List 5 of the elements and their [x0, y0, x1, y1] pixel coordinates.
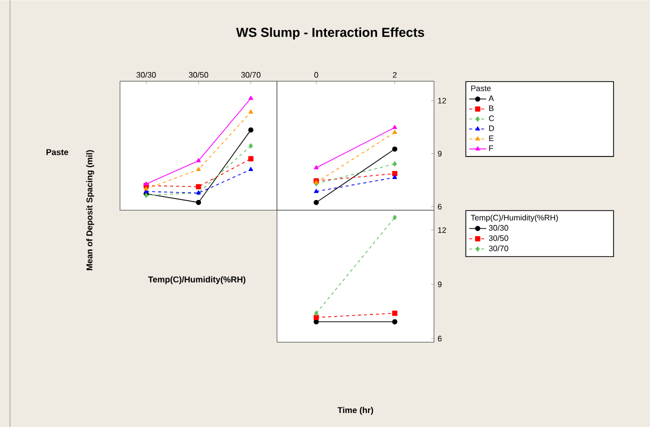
y-axis-title: Mean of Deposit Spacing (mil) — [86, 150, 94, 270]
x-axis-title: Time (hr) — [338, 406, 374, 415]
text: Temp(C)/Humidity(%RH) — [148, 276, 246, 284]
text: Paste — [46, 149, 68, 155]
text: WS Slump - Interaction Effects — [236, 27, 424, 40]
